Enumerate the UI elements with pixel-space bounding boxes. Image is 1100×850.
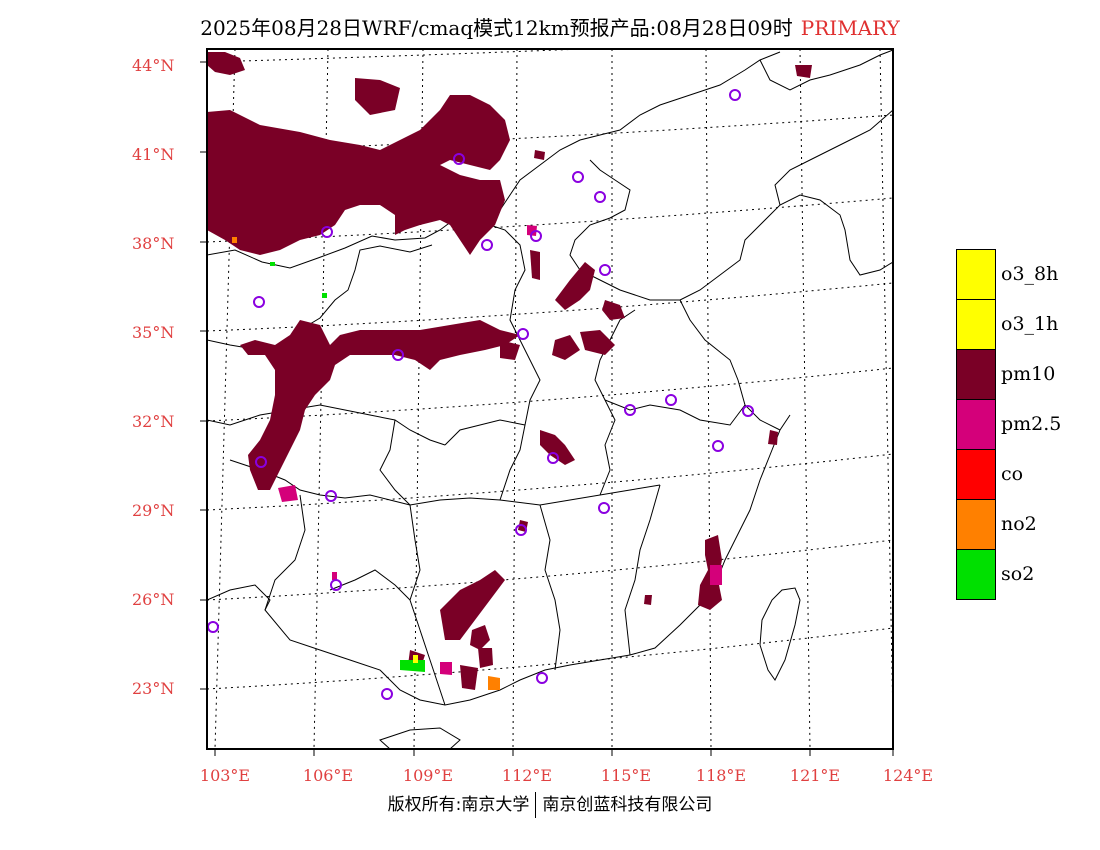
city-marker [453, 153, 465, 165]
legend-label: so2 [1001, 563, 1035, 585]
city-marker [325, 490, 337, 502]
city-marker [481, 239, 493, 251]
lon-label-112: 112°E [501, 766, 553, 785]
city-marker [330, 579, 342, 591]
lon-label-118: 118°E [695, 766, 747, 785]
legend-swatch [956, 349, 996, 400]
city-marker [729, 89, 741, 101]
no2-areas [232, 237, 500, 690]
lat-label-44: 44°N [132, 56, 175, 75]
title-main: 2025年08月28日WRF/cmaq模式12km预报产品:08月28日09时 [200, 16, 793, 40]
city-marker [381, 688, 393, 700]
lat-label-26: 26°N [132, 590, 175, 609]
legend-swatch [956, 249, 996, 300]
lat-label-23: 23°N [132, 679, 175, 698]
map-frame [206, 48, 894, 750]
city-marker [255, 456, 267, 468]
lat-label-41: 41°N [132, 145, 175, 164]
city-marker [572, 171, 584, 183]
pm10-areas [207, 52, 812, 690]
city-marker [665, 394, 677, 406]
o3-areas [413, 655, 418, 663]
city-marker [515, 524, 527, 536]
city-marker [321, 226, 333, 238]
legend-swatch [956, 449, 996, 500]
lat-label-35: 35°N [132, 323, 175, 342]
lon-label-121: 121°E [789, 766, 841, 785]
pm25-areas [278, 225, 722, 675]
city-marker [536, 672, 548, 684]
city-marker [392, 349, 404, 361]
city-marker [742, 405, 754, 417]
lat-label-29: 29°N [132, 501, 175, 520]
lat-label-32: 32°N [132, 412, 175, 431]
taiwan-outline [759, 587, 801, 681]
lon-label-109: 109°E [402, 766, 454, 785]
lon-label-103: 103°E [199, 766, 251, 785]
longitude-gridlines [214, 49, 893, 749]
legend-swatch [956, 299, 996, 350]
so2-areas [270, 262, 425, 672]
city-marker [624, 404, 636, 416]
hainan-outline [379, 727, 461, 749]
lon-label-106: 106°E [302, 766, 354, 785]
legend-label: pm2.5 [1001, 413, 1062, 435]
legend-label: pm10 [1001, 363, 1056, 385]
title-tag: PRIMARY [800, 16, 900, 40]
copyright-owner: 版权所有:南京大学 [387, 795, 530, 815]
legend-label: no2 [1001, 513, 1037, 535]
copyright-company: 南京创蓝科技有限公司 [542, 795, 713, 815]
city-marker [207, 621, 219, 633]
lat-label-38: 38°N [132, 234, 175, 253]
city-marker [253, 296, 265, 308]
legend-label: o3_8h [1001, 263, 1059, 285]
footer-separator [535, 792, 537, 818]
city-marker [594, 191, 606, 203]
axis-ticks [200, 61, 894, 756]
lon-label-124: 124°E [882, 766, 934, 785]
legend-label: o3_1h [1001, 313, 1059, 335]
city-marker [598, 502, 610, 514]
city-marker [547, 452, 559, 464]
city-markers [207, 89, 754, 700]
city-marker [517, 328, 529, 340]
city-marker [599, 264, 611, 276]
copyright-footer: 版权所有:南京大学 南京创蓝科技有限公司 [0, 790, 1100, 818]
lon-label-115: 115°E [600, 766, 652, 785]
legend-swatch [956, 399, 996, 450]
legend-swatch [956, 549, 996, 600]
legend-label: co [1001, 463, 1024, 485]
map-title: 2025年08月28日WRF/cmaq模式12km预报产品:08月28日09时 P… [0, 12, 1100, 41]
city-marker [712, 440, 724, 452]
city-marker [530, 230, 542, 242]
legend-swatch [956, 499, 996, 550]
